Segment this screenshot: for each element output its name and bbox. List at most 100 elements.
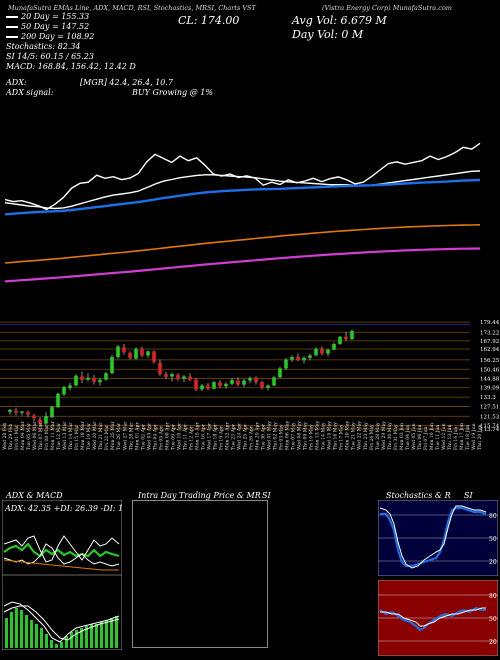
candle-body [176, 374, 180, 379]
candle-body [68, 385, 72, 388]
candle-body [218, 382, 222, 387]
date-tick-label: Wed 15 May [327, 421, 333, 450]
ema50-label: 50 Day = 147.52 [21, 22, 90, 31]
candle-body [74, 375, 78, 386]
date-tick-label: Fri 22 Mar [104, 424, 110, 450]
close-price: CL: 174.00 [178, 14, 240, 27]
candle-body [86, 377, 90, 380]
date-tick-label: Mon 11 Mar [50, 420, 56, 450]
si-line-white [380, 607, 486, 627]
date-tick-label: Mon 22 Apr [225, 422, 231, 450]
candle-body [80, 376, 84, 381]
date-tick-label: Wed 27 Mar [122, 421, 128, 450]
candle-body [344, 336, 348, 340]
candle-body [296, 357, 300, 361]
price-level-label: 113.74 [480, 427, 500, 433]
candle-body [134, 348, 138, 359]
date-tick-label: Mon 08 Apr [164, 422, 170, 450]
adx-macd-panel: ADX: 42.35 +DI: 26.39 -DI: 10.69 [2, 500, 122, 650]
ema20-label: 20 Day = 155.33 [21, 12, 90, 21]
date-tick-label: Tue 28 May [375, 422, 381, 450]
date-tick-label: Fri 05 Apr [158, 425, 164, 450]
date-tick-label: Tue 30 Apr [261, 423, 267, 450]
stoch-si-label: SI [464, 491, 473, 500]
date-tick-label: Thu 06 Jun [417, 424, 423, 450]
candle-body [308, 355, 312, 358]
date-tick-label: Fri 07 Jun [423, 427, 429, 450]
ema20-item: 20 Day = 155.33 [6, 12, 136, 22]
price-level-label: 173.22 [480, 330, 499, 336]
candle-body [116, 346, 120, 357]
ema50-item: 50 Day = 147.52 [6, 22, 136, 32]
date-tick-label: Mon 01 Apr [134, 422, 140, 450]
date-tick-label: Tue 23 Apr [231, 423, 237, 450]
price-level-label: 162.94 [480, 347, 500, 353]
date-tick-label: Thu 29 Feb [8, 424, 14, 450]
candle-body [98, 379, 102, 383]
date-tick-label: Thu 21 Mar [98, 422, 104, 450]
candle-body [242, 380, 246, 385]
date-tick-label: Fri 24 May [369, 424, 375, 450]
date-axis: Wed 28 Feb Thu 29 Feb Fri 01 Mar Mon 04 Mar… [2, 420, 483, 450]
date-tick-label: Thu 23 May [363, 422, 369, 450]
candle-body [50, 407, 54, 418]
close-price-line [4, 142, 481, 211]
si-label-80: 80 [489, 593, 497, 600]
stoch-label-20: 20 [489, 559, 497, 566]
date-tick-label: Fri 15 Mar [74, 424, 80, 450]
candle-body [8, 409, 12, 412]
adx-line [3, 542, 120, 558]
date-tick-label: Fri 17 May [339, 424, 345, 450]
candle-body [182, 376, 186, 379]
price-level-label: 115.74 [480, 424, 500, 430]
date-tick-label: Thu 11 Apr [182, 423, 188, 450]
date-tick-label: Wed 17 Apr [206, 422, 212, 450]
date-tick-label: Thu 25 Apr [243, 423, 249, 450]
candle-body [206, 385, 210, 389]
date-tick-label: Thu 04 Apr [152, 423, 158, 450]
date-tick-label: Mon 17 Jun [459, 423, 465, 450]
ema-legend: 20 Day = 155.33 50 Day = 147.52 200 Day … [6, 12, 136, 72]
candle-body [302, 357, 306, 361]
date-tick-label: Thu 18 Apr [212, 423, 218, 450]
candle-body [248, 378, 252, 381]
candle-body [152, 351, 156, 362]
date-tick-label: Mon 29 Apr [255, 422, 261, 450]
candle-body [290, 357, 294, 360]
ema200-label: 200 Day = 108.92 [21, 32, 95, 41]
candle-body [26, 412, 30, 415]
intraday-panel-title: Intra Day Trading Price & MR [138, 491, 261, 500]
candle-body [272, 377, 276, 386]
candle-body [164, 374, 168, 377]
date-tick-label: Mon 15 Apr [194, 422, 200, 450]
candle-body [200, 385, 204, 390]
candle-body [314, 348, 318, 356]
date-tick-label: Wed 19 Jun [471, 423, 477, 450]
date-tick-label: Fri 03 May [279, 424, 285, 450]
candle-body [44, 416, 48, 424]
adx-label: ADX: [6, 78, 27, 87]
candle-body [188, 376, 192, 380]
candle-body [320, 348, 324, 354]
date-tick-label: Tue 18 Jun [465, 425, 471, 450]
date-tick-label: Thu 14 Mar [68, 422, 74, 450]
date-tick-label: Wed 03 Apr [146, 422, 152, 450]
stoch-k-line [380, 506, 487, 568]
candle-body [104, 373, 108, 380]
date-tick-label: Tue 07 May [291, 422, 297, 450]
date-tick-label: Fri 08 Mar [44, 424, 50, 450]
candle-body [146, 351, 150, 356]
stoch-d-line [379, 505, 487, 569]
date-tick-label: Tue 02 Apr [140, 423, 146, 450]
price-chart: 179.44 173.22 167.92 162.94 156.25 150.46 144.… [0, 142, 500, 450]
price-level-label: 150.46 [480, 367, 500, 373]
ema-line-50-day [4, 178, 481, 216]
price-level-label: 144.88 [480, 376, 500, 382]
date-tick-label: Tue 14 May [321, 422, 327, 450]
date-tick-label: Tue 26 Mar [116, 422, 122, 450]
candle-body [128, 352, 132, 358]
stochastics-panel: 80 50 20 [378, 500, 498, 576]
price-level-label: 133.3 [480, 395, 496, 401]
date-tick-label: Thu 02 May [273, 422, 279, 450]
candle-body [20, 411, 24, 413]
